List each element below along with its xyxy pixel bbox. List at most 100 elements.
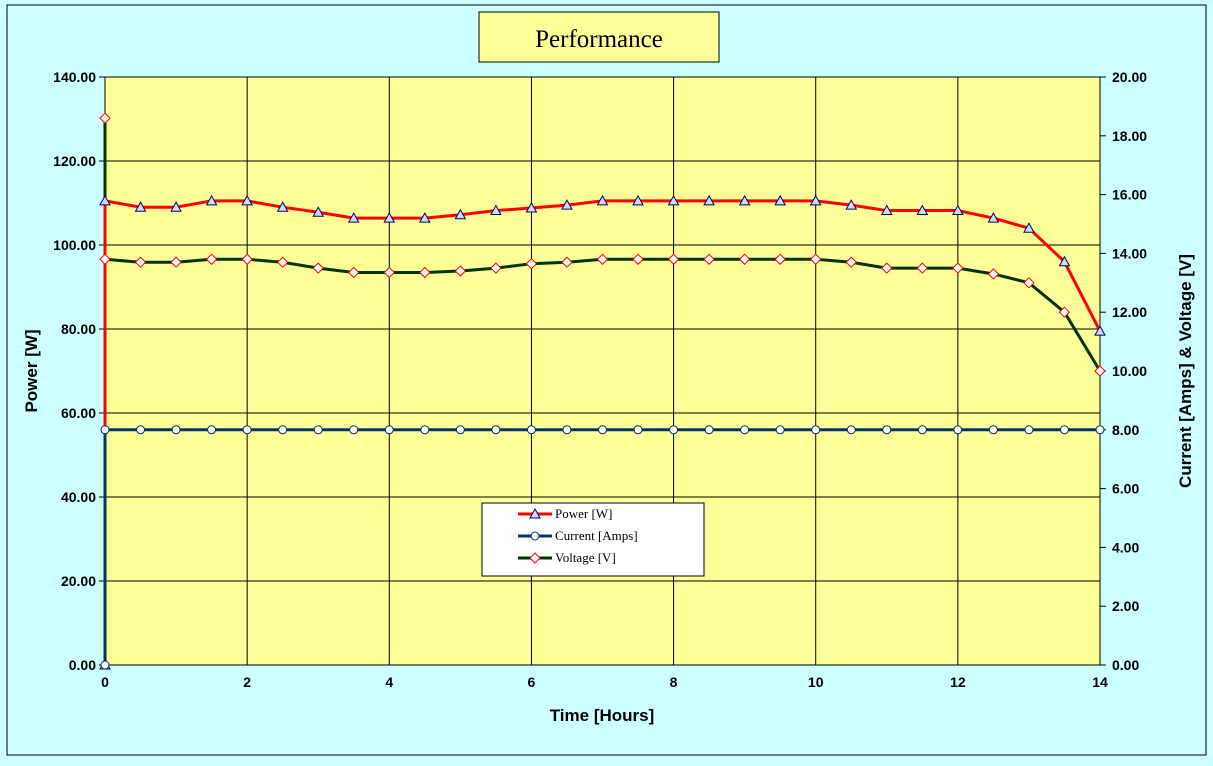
data-point-triangle <box>1023 222 1035 233</box>
data-point-triangle <box>561 199 573 210</box>
data-point-diamond <box>632 253 644 265</box>
data-point-diamond <box>987 268 1000 280</box>
x-tick-label: 6 <box>528 674 536 690</box>
y-left-tick-label: 100.00 <box>53 237 96 253</box>
y-left-tick-label: 20.00 <box>61 573 96 589</box>
data-point-diamond <box>383 266 395 279</box>
plot-area <box>104 76 1101 666</box>
y-left-tick-label: 60.00 <box>61 405 96 421</box>
data-point-diamond <box>738 253 751 265</box>
legend-label: Power [W] <box>555 506 612 521</box>
y-right-tick-label: 8.00 <box>1112 422 1139 438</box>
data-point-circle <box>953 425 963 435</box>
x-tick-label: 14 <box>1092 674 1108 690</box>
data-point-circle <box>100 425 110 435</box>
data-point-circle <box>811 425 821 435</box>
data-point-circle <box>562 425 572 435</box>
data-point-diamond <box>774 253 786 265</box>
y-right-tick-label: 12.00 <box>1112 304 1147 320</box>
y-right-tick-label: 2.00 <box>1112 598 1139 614</box>
y-left-tick-label: 0.00 <box>69 657 96 673</box>
x-tick-label: 0 <box>101 674 109 690</box>
data-point-triangle <box>312 206 325 217</box>
data-point-circle <box>988 425 998 435</box>
data-point-triangle <box>987 212 1000 223</box>
series-line-diamond <box>103 118 1102 372</box>
x-tick-label: 2 <box>243 674 251 690</box>
data-point-triangle <box>276 201 289 212</box>
data-point-triangle <box>809 194 822 206</box>
data-point-circle <box>526 425 536 435</box>
data-point-diamond <box>99 112 111 124</box>
y-right-tick-label: 6.00 <box>1112 481 1139 497</box>
data-point-triangle <box>667 194 680 206</box>
data-point-diamond <box>276 256 289 268</box>
data-point-diamond <box>454 265 467 277</box>
title-frame <box>478 11 720 63</box>
data-point-triangle <box>774 194 787 206</box>
y-right-tick-label: 16.00 <box>1112 187 1147 203</box>
data-point-circle <box>740 425 750 435</box>
data-point-diamond <box>241 253 253 265</box>
data-point-diamond <box>205 253 218 265</box>
y-right-tick-label: 18.00 <box>1112 128 1147 144</box>
data-point-diamond <box>134 256 147 268</box>
x-axis-label: Time [Hours] <box>550 706 655 725</box>
data-point-triangle <box>170 201 182 212</box>
y-axis-right-label: Current [Amps] & Voltage [V] <box>1176 254 1195 488</box>
data-point-diamond <box>312 262 324 274</box>
chart-title: Performance <box>535 26 663 53</box>
x-tick-label: 8 <box>670 674 678 690</box>
data-point-circle <box>633 425 643 435</box>
data-point-diamond <box>525 257 538 270</box>
chart-title-box: Performance <box>478 11 720 63</box>
data-point-triangle <box>418 212 431 223</box>
series-line-circle <box>103 428 1100 665</box>
x-tick-label: 10 <box>808 674 824 690</box>
data-point-circle <box>313 425 323 435</box>
legend-items: Power [W] Current [Amps] Voltage [V] <box>518 506 638 565</box>
data-point-diamond <box>667 253 680 265</box>
data-point-circle <box>491 425 501 435</box>
data-point-circle <box>917 425 927 435</box>
data-point-triangle <box>596 194 609 206</box>
data-point-circle <box>136 425 146 435</box>
data-point-triangle <box>134 201 147 212</box>
data-point-diamond <box>1094 365 1106 377</box>
data-point-circle <box>598 425 607 435</box>
data-point-triangle <box>1058 255 1071 267</box>
data-point-triangle <box>845 199 858 210</box>
data-point-circle <box>704 425 714 435</box>
data-point-circle <box>882 425 892 435</box>
data-point-triangle <box>490 204 502 216</box>
data-point-circle <box>846 425 856 435</box>
y-left-tick-label: 140.00 <box>53 69 96 85</box>
legend: Power [W] Current [Amps] Voltage [V] <box>481 502 705 577</box>
y-right-tick-label: 14.00 <box>1112 245 1147 261</box>
y-axis-left-label: Power [W] <box>22 329 41 412</box>
data-point-diamond <box>561 256 573 268</box>
data-point-circle <box>669 425 679 435</box>
data-point-triangle <box>738 194 751 206</box>
data-point-diamond <box>1058 306 1071 318</box>
data-point-triangle <box>205 194 218 206</box>
y-right-tick-label: 20.00 <box>1112 69 1147 85</box>
legend-swatch-marker <box>530 531 540 541</box>
legend-label: Voltage [V] <box>555 550 616 565</box>
data-point-diamond <box>348 266 360 279</box>
legend-swatch-marker <box>529 507 541 519</box>
data-point-triangle <box>632 194 644 206</box>
data-point-diamond <box>490 262 502 274</box>
data-point-circle <box>242 425 252 435</box>
y-left-tick-label: 80.00 <box>61 321 96 337</box>
data-point-circle <box>1024 425 1034 435</box>
data-point-diamond <box>419 266 431 279</box>
data-point-diamond <box>916 262 929 274</box>
data-point-triangle <box>525 202 538 213</box>
series-line-triangle <box>103 199 1102 665</box>
y-left-tick-label: 40.00 <box>61 489 96 505</box>
data-point-triangle <box>454 208 467 220</box>
data-point-circle <box>1059 425 1069 435</box>
data-point-circle <box>207 425 217 435</box>
